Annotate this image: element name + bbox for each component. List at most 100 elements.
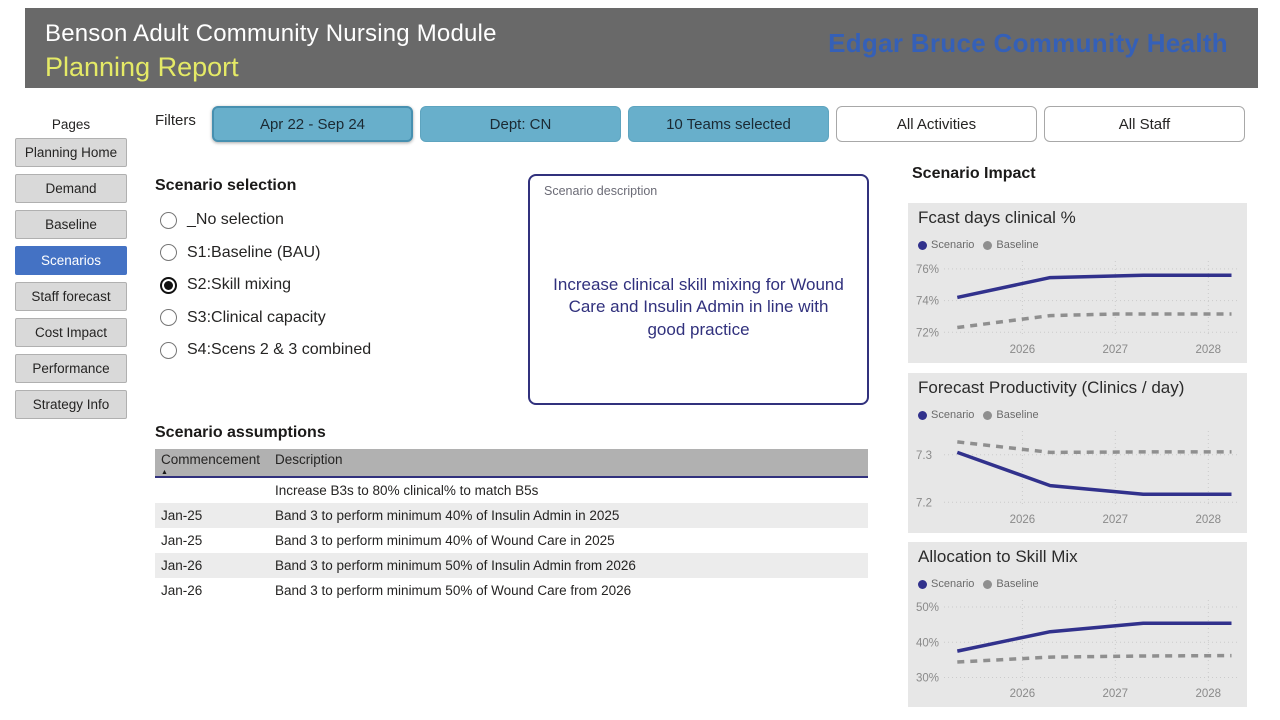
chart-legend: Scenario Baseline	[918, 239, 1039, 251]
table-row: Jan-26 Band 3 to perform minimum 50% of …	[155, 553, 868, 578]
scenario-legend-label: Scenario	[931, 409, 975, 421]
svg-text:2027: 2027	[1103, 344, 1129, 356]
description-cell: Band 3 to perform minimum 50% of Insulin…	[275, 558, 636, 573]
scenario-radio-option[interactable]: S2:Skill mixing	[160, 269, 371, 302]
assumptions-heading: Scenario assumptions	[155, 424, 326, 441]
scenario-legend-dot	[918, 410, 927, 420]
page-nav-button[interactable]: Scenarios	[15, 246, 127, 275]
svg-text:30%: 30%	[916, 673, 939, 685]
page-nav-button[interactable]: Demand	[15, 174, 127, 203]
description-cell: Band 3 to perform minimum 40% of Wound C…	[275, 533, 615, 548]
chart-title: Forecast Productivity (Clinics / day)	[918, 378, 1185, 397]
svg-text:2028: 2028	[1196, 514, 1222, 526]
baseline-legend-dot	[983, 240, 993, 250]
description-cell: Band 3 to perform minimum 50% of Wound C…	[275, 583, 632, 598]
report-subtitle: Planning Report	[45, 52, 239, 82]
svg-text:2026: 2026	[1010, 514, 1036, 526]
chart-title: Allocation to Skill Mix	[918, 547, 1078, 566]
commencement-cell: Jan-25	[161, 508, 203, 523]
svg-text:2026: 2026	[1010, 688, 1036, 700]
scenario-impact-heading: Scenario Impact	[912, 165, 1036, 182]
line-chart-canvas: 76% 74% 72% 2026 2027 2028	[916, 261, 1240, 356]
pages-heading: Pages	[51, 117, 91, 132]
table-row: Jan-25 Band 3 to perform minimum 40% of …	[155, 503, 868, 528]
filter-button[interactable]: All Activities	[836, 106, 1037, 142]
scenario-radio-option[interactable]: S3:Clinical capacity	[160, 302, 371, 335]
chart-card-forecast-productivity: 7.3 7.2 2026 2027 2028 Forecast Productivity…	[908, 373, 1247, 533]
scenario-radio-group: _No selection S1:Baseline (BAU) S2:Skill…	[160, 204, 371, 367]
description-cell: Increase B3s to 80% clinical% to match B…	[275, 483, 539, 498]
line-chart-canvas: 50% 40% 30% 2026 2027 2028	[916, 600, 1240, 700]
scenario-description-label: Scenario description	[544, 184, 658, 198]
scenario-legend-label: Scenario	[931, 578, 975, 590]
line-chart-canvas: 7.3 7.2 2026 2027 2028	[916, 431, 1240, 526]
table-row: Increase B3s to 80% clinical% to match B…	[155, 478, 868, 503]
column-header-description[interactable]: Description	[275, 452, 343, 467]
radio-icon	[160, 276, 177, 294]
filter-bar: Apr 22 - Sep 24 Dept: CN 10 Teams select…	[212, 106, 1252, 142]
scenario-radio-option[interactable]: _No selection	[160, 204, 371, 237]
chart-title: Fcast days clinical %	[918, 208, 1076, 227]
filter-button[interactable]: Dept: CN	[420, 106, 621, 142]
baseline-legend-label: Baseline	[996, 239, 1039, 251]
scenario-radio-option[interactable]: S1:Baseline (BAU)	[160, 237, 371, 270]
commencement-cell: Jan-25	[161, 533, 203, 548]
baseline-legend-dot	[983, 579, 993, 589]
radio-label: S2:Skill mixing	[187, 276, 292, 294]
chart-card-allocation-skill-mix: 50% 40% 30% 2026 2027 2028 Allocation to Skil…	[908, 542, 1247, 707]
column-header-label: Commencement	[161, 452, 261, 467]
header-band: Benson Adult Community Nursing Module Pl…	[25, 8, 1258, 88]
chart-card-fcast-days-clinical: 76% 74% 72% 2026 2027 2028 Fcast days clinica…	[908, 203, 1247, 363]
scenario-radio-option[interactable]: S4:Scens 2 & 3 combined	[160, 334, 371, 367]
filters-label: Filters	[155, 112, 196, 129]
svg-text:2027: 2027	[1103, 514, 1129, 526]
report-title: Benson Adult Community Nursing Module	[45, 20, 497, 47]
scenario-description-card: Scenario description Increase clinical s…	[528, 174, 869, 405]
radio-label: S4:Scens 2 & 3 combined	[187, 341, 372, 359]
svg-text:2027: 2027	[1103, 688, 1129, 700]
svg-text:50%: 50%	[916, 602, 939, 614]
radio-icon	[160, 341, 177, 359]
commencement-cell: Jan-26	[161, 583, 203, 598]
description-cell: Band 3 to perform minimum 40% of Insulin…	[275, 508, 620, 523]
table-header-row: Commencement ▲ Description	[155, 449, 868, 478]
baseline-legend-label: Baseline	[996, 578, 1039, 590]
scenario-legend-dot	[918, 579, 927, 589]
page-nav-button[interactable]: Planning Home	[15, 138, 127, 167]
svg-text:7.3: 7.3	[916, 450, 932, 462]
radio-label: S3:Clinical capacity	[187, 308, 326, 326]
sort-ascending-icon: ▲	[161, 469, 168, 476]
chart-legend: Scenario Baseline	[918, 409, 1039, 421]
column-header-commencement[interactable]: Commencement ▲	[155, 449, 270, 476]
chart-legend: Scenario Baseline	[918, 578, 1039, 590]
svg-text:2028: 2028	[1196, 344, 1222, 356]
page-navigation: Planning Home Demand Baseline Scenarios …	[15, 138, 127, 426]
svg-text:74%: 74%	[916, 296, 939, 308]
table-row: Jan-26 Band 3 to perform minimum 50% of …	[155, 578, 868, 603]
radio-icon	[160, 309, 177, 327]
svg-text:76%: 76%	[916, 264, 939, 276]
radio-label: _No selection	[187, 211, 284, 229]
baseline-legend-dot	[983, 410, 993, 420]
filter-button[interactable]: 10 Teams selected	[628, 106, 829, 142]
scenario-description-text: Increase clinical skill mixing for Wound…	[553, 275, 844, 339]
scenario-legend-label: Scenario	[931, 239, 975, 251]
svg-text:40%: 40%	[916, 637, 939, 649]
svg-text:2026: 2026	[1010, 344, 1036, 356]
scenario-selection-heading: Scenario selection	[155, 177, 297, 194]
assumptions-table: Commencement ▲ Description Increase B3s …	[155, 449, 868, 603]
filter-button[interactable]: All Staff	[1044, 106, 1245, 142]
baseline-legend-label: Baseline	[996, 409, 1039, 421]
page-nav-button[interactable]: Baseline	[15, 210, 127, 239]
page-nav-button[interactable]: Staff forecast	[15, 282, 127, 311]
page-nav-button[interactable]: Performance	[15, 354, 127, 383]
commencement-cell: Jan-26	[161, 558, 203, 573]
radio-icon	[160, 211, 177, 229]
filter-button[interactable]: Apr 22 - Sep 24	[212, 106, 413, 142]
scenario-legend-dot	[918, 240, 927, 250]
page-nav-button[interactable]: Strategy Info	[15, 390, 127, 419]
svg-text:7.2: 7.2	[916, 497, 932, 509]
table-body: Increase B3s to 80% clinical% to match B…	[155, 478, 868, 603]
page-nav-button[interactable]: Cost Impact	[15, 318, 127, 347]
radio-label: S1:Baseline (BAU)	[187, 243, 321, 261]
